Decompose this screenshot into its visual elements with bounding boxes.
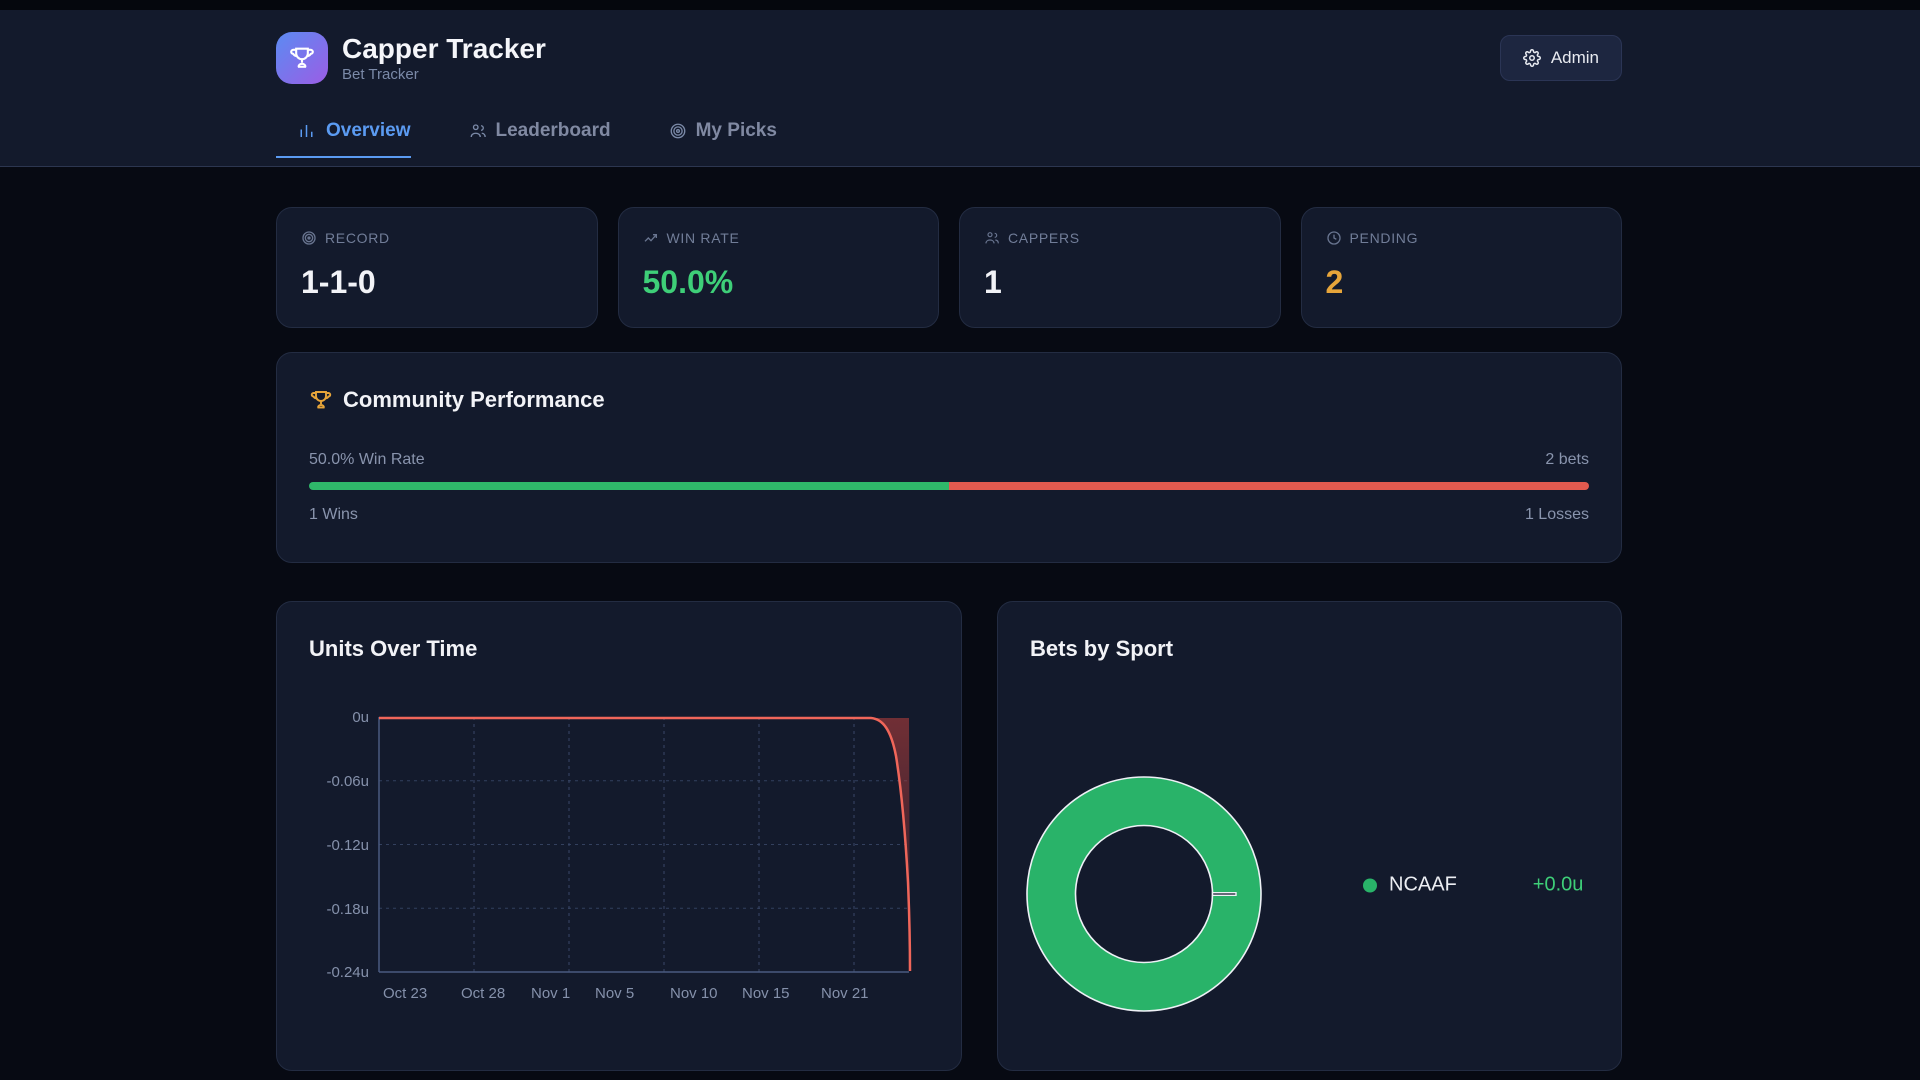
svg-text:0u: 0u bbox=[352, 709, 369, 726]
svg-text:Nov 21: Nov 21 bbox=[821, 985, 869, 1002]
svg-text:Nov 1: Nov 1 bbox=[531, 985, 570, 1002]
svg-text:-0.06u: -0.06u bbox=[326, 773, 369, 790]
svg-text:-0.12u: -0.12u bbox=[326, 837, 369, 854]
svg-text:-0.24u: -0.24u bbox=[326, 964, 369, 981]
svg-text:Nov 5: Nov 5 bbox=[595, 985, 634, 1002]
svg-text:Nov 15: Nov 15 bbox=[742, 985, 790, 1002]
svg-text:Oct 28: Oct 28 bbox=[461, 985, 505, 1002]
svg-text:Oct 23: Oct 23 bbox=[383, 985, 427, 1002]
svg-text:-0.18u: -0.18u bbox=[326, 901, 369, 918]
svg-text:Nov 10: Nov 10 bbox=[670, 985, 718, 1002]
